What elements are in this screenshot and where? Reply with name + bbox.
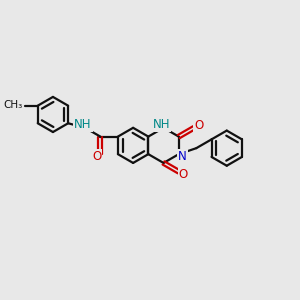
Text: O: O	[179, 167, 188, 181]
Text: N: N	[178, 150, 187, 163]
Text: CH₃: CH₃	[3, 100, 23, 110]
Text: NH: NH	[152, 118, 170, 130]
Text: O: O	[92, 150, 101, 163]
Text: O: O	[194, 119, 203, 132]
Text: NH: NH	[74, 118, 92, 131]
